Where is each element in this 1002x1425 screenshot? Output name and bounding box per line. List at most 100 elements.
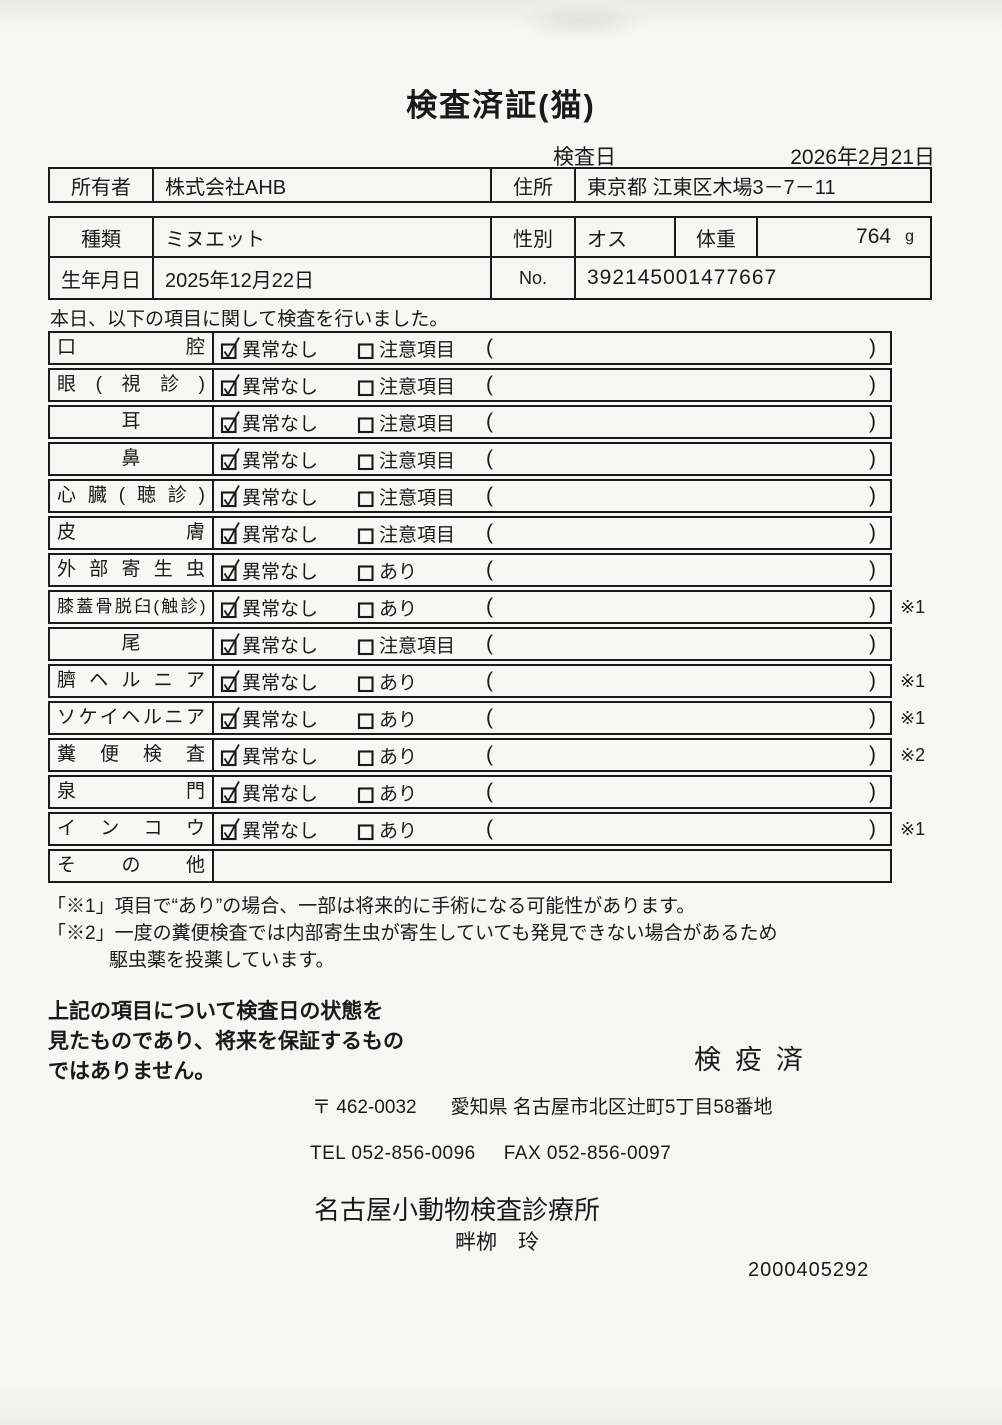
second-option[interactable]: 注意項目 (357, 407, 455, 437)
second-option[interactable]: 注意項目 (357, 481, 455, 511)
normal-option-label: 異常なし (242, 561, 319, 583)
checked-checkbox-icon[interactable] (220, 558, 240, 582)
unchecked-checkbox-icon[interactable] (357, 595, 377, 619)
unchecked-checkbox-icon[interactable] (357, 447, 377, 471)
no-value: 392145001477667 (587, 266, 778, 289)
normal-option[interactable]: 異常なし (220, 703, 318, 733)
checked-checkbox-icon[interactable] (220, 373, 240, 397)
normal-option[interactable]: 異常なし (220, 407, 318, 437)
exam-row-content: 異常なし あり ( ) (214, 703, 890, 733)
unchecked-checkbox-icon[interactable] (357, 669, 377, 693)
second-option-label: あり (379, 598, 418, 620)
note-paren-open: ( (486, 817, 493, 840)
unchecked-checkbox-icon[interactable] (357, 373, 377, 397)
exam-row-content: 異常なし 注意項目 ( ) (214, 370, 890, 400)
note-paren-open: ( (486, 743, 493, 766)
checked-checkbox-icon[interactable] (220, 743, 240, 767)
note-paren-close: ) (869, 373, 876, 396)
unchecked-checkbox-icon[interactable] (357, 521, 377, 545)
normal-option-label: 異常なし (242, 487, 319, 509)
checked-checkbox-icon[interactable] (220, 410, 240, 434)
normal-option[interactable]: 異常なし (220, 666, 318, 696)
veterinarian-name: 畔栁 玲 (455, 1231, 539, 1254)
normal-option-label: 異常なし (242, 783, 319, 805)
second-option-label: 注意項目 (379, 450, 456, 472)
second-option[interactable]: あり (357, 555, 417, 585)
exam-item-label: 皮膚 (50, 518, 214, 548)
clinic-tel: TEL 052-856-0096 (310, 1143, 476, 1164)
exam-item-label: インコウ (50, 814, 214, 844)
note-paren-open: ( (486, 410, 493, 433)
exam-item-label: 心臓(聴診) (50, 481, 214, 511)
owner-address-label: 住所 (492, 169, 576, 201)
exam-row: 外部寄生虫 異常なし あり ( (48, 553, 892, 587)
checked-checkbox-icon[interactable] (220, 336, 240, 360)
exam-row-content: 異常なし あり ( ) (214, 555, 890, 585)
owner-value: 株式会社AHB (154, 169, 492, 201)
second-option[interactable]: あり (357, 777, 417, 807)
checked-checkbox-icon[interactable] (220, 669, 240, 693)
clinic-address: 愛知県 名古屋市北区辻町5丁目58番地 (450, 1097, 773, 1118)
normal-option[interactable]: 異常なし (220, 481, 318, 511)
normal-option[interactable]: 異常なし (220, 777, 318, 807)
checked-checkbox-icon[interactable] (220, 780, 240, 804)
second-option[interactable]: あり (357, 666, 417, 696)
checked-checkbox-icon[interactable] (220, 817, 240, 841)
normal-option[interactable]: 異常なし (220, 814, 318, 844)
normal-option[interactable]: 異常なし (220, 740, 318, 770)
disclaimer-line-3: ではありません。 (48, 1060, 216, 1083)
normal-option-label: 異常なし (242, 598, 319, 620)
unchecked-checkbox-icon[interactable] (357, 817, 377, 841)
unchecked-checkbox-icon[interactable] (357, 632, 377, 656)
unchecked-checkbox-icon[interactable] (357, 743, 377, 767)
clinic-tel-row: TEL 052-856-0096 FAX 052-856-0097 (310, 1143, 671, 1165)
exam-row-content: 異常なし あり ( ) (214, 814, 890, 844)
normal-option[interactable]: 異常なし (220, 333, 318, 363)
normal-option-label: 異常なし (242, 820, 319, 842)
note-paren-close: ) (869, 410, 876, 433)
exam-date-row: 検査日 2026年2月21日 (553, 141, 935, 171)
normal-option[interactable]: 異常なし (220, 370, 318, 400)
normal-option[interactable]: 異常なし (220, 518, 318, 548)
exam-row: 眼(視診) 異常なし 注意項目 (48, 368, 892, 402)
unchecked-checkbox-icon[interactable] (357, 336, 377, 360)
checked-checkbox-icon[interactable] (220, 521, 240, 545)
note-paren-open: ( (486, 780, 493, 803)
unchecked-checkbox-icon[interactable] (357, 706, 377, 730)
second-option[interactable]: 注意項目 (357, 370, 455, 400)
normal-option-label: 異常なし (242, 709, 319, 731)
second-option[interactable]: あり (357, 703, 417, 733)
checked-checkbox-icon[interactable] (220, 447, 240, 471)
second-option[interactable]: あり (357, 592, 417, 622)
note-paren-close: ) (869, 447, 876, 470)
checked-checkbox-icon[interactable] (220, 595, 240, 619)
exam-row-content: 異常なし あり ( ) (214, 777, 890, 807)
second-option-label: あり (379, 783, 418, 805)
unchecked-checkbox-icon[interactable] (357, 484, 377, 508)
no-label: No. (492, 258, 576, 298)
checked-checkbox-icon[interactable] (220, 484, 240, 508)
second-option-label: 注意項目 (379, 524, 456, 546)
checked-checkbox-icon[interactable] (220, 706, 240, 730)
note-paren-open: ( (486, 521, 493, 544)
normal-option[interactable]: 異常なし (220, 629, 318, 659)
checked-checkbox-icon[interactable] (220, 632, 240, 656)
second-option[interactable]: 注意項目 (357, 629, 455, 659)
unchecked-checkbox-icon[interactable] (357, 780, 377, 804)
unchecked-checkbox-icon[interactable] (357, 410, 377, 434)
breed-value: ミヌエット (154, 218, 492, 256)
note-paren-open: ( (486, 669, 493, 692)
normal-option[interactable]: 異常なし (220, 444, 318, 474)
exam-row-content: 異常なし あり ( ) (214, 740, 890, 770)
unchecked-checkbox-icon[interactable] (357, 558, 377, 582)
normal-option[interactable]: 異常なし (220, 555, 318, 585)
second-option[interactable]: あり (357, 814, 417, 844)
birth-value: 2025年12月22日 (154, 258, 492, 298)
second-option[interactable]: あり (357, 740, 417, 770)
second-option[interactable]: 注意項目 (357, 333, 455, 363)
normal-option[interactable]: 異常なし (220, 592, 318, 622)
normal-option-label: 異常なし (242, 450, 319, 472)
clinic-address-row: 〒 462-0032 愛知県 名古屋市北区辻町5丁目58番地 (312, 1092, 773, 1119)
second-option[interactable]: 注意項目 (357, 518, 455, 548)
second-option[interactable]: 注意項目 (357, 444, 455, 474)
